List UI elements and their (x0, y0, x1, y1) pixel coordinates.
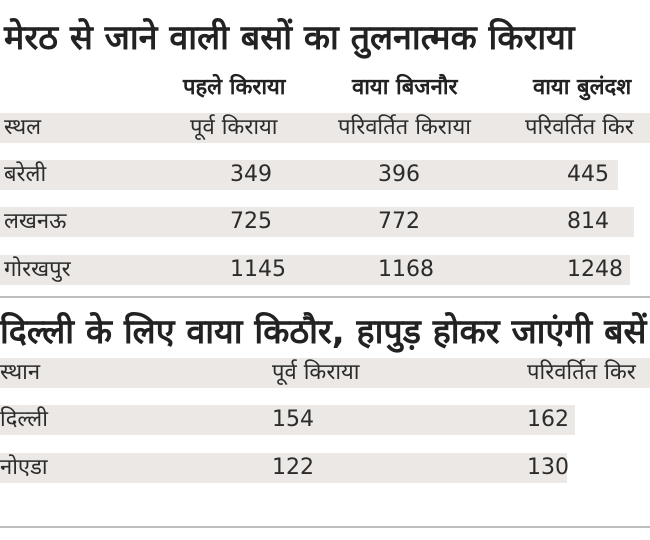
divider (0, 296, 650, 298)
col-header: परिवर्तित किर (525, 115, 634, 140)
cell-value: 349 (230, 162, 272, 187)
cell-value: 1168 (378, 257, 434, 282)
cell-value: 130 (527, 455, 569, 480)
table-row (0, 453, 567, 483)
cell-value: 1248 (567, 257, 623, 282)
cell-value: 396 (378, 162, 420, 187)
table-row (0, 207, 634, 237)
col-header: स्थान (0, 360, 41, 385)
cell-place: बरेली (4, 162, 47, 187)
cell-value: 1145 (230, 257, 286, 282)
divider (0, 526, 650, 528)
cell-place: दिल्ली (0, 407, 48, 432)
table2-header-row (0, 358, 650, 388)
cell-value: 725 (230, 209, 272, 234)
col-header: परिवर्तित किराया (338, 115, 471, 140)
cell-value: 154 (272, 407, 314, 432)
group-header-1: पहले किराया (183, 75, 286, 100)
table-row (0, 160, 618, 190)
cell-place: गोरखपुर (4, 257, 71, 282)
col-header: स्थल (4, 115, 42, 140)
group-header-2: वाया बिजनौर (352, 75, 458, 100)
col-header: पूर्व किराया (272, 360, 360, 385)
cell-value: 445 (567, 162, 609, 187)
table-row (0, 255, 630, 285)
table2-title: दिल्ली के लिए वाया किठौर, हापुड़ होकर जा… (0, 312, 647, 352)
cell-value: 162 (527, 407, 569, 432)
cell-value: 122 (272, 455, 314, 480)
cell-place: नोएडा (0, 455, 48, 480)
table-row (0, 405, 575, 435)
group-header-3: वाया बुलंदश (533, 75, 632, 100)
table1-header-row (0, 113, 650, 143)
cell-value: 814 (567, 209, 609, 234)
cell-place: लखनऊ (4, 209, 67, 234)
col-header: पूर्व किराया (190, 115, 278, 140)
table1-title: मेरठ से जाने वाली बसों का तुलनात्मक किरा… (4, 18, 575, 58)
col-header: परिवर्तित किर (527, 360, 636, 385)
cell-value: 772 (378, 209, 420, 234)
